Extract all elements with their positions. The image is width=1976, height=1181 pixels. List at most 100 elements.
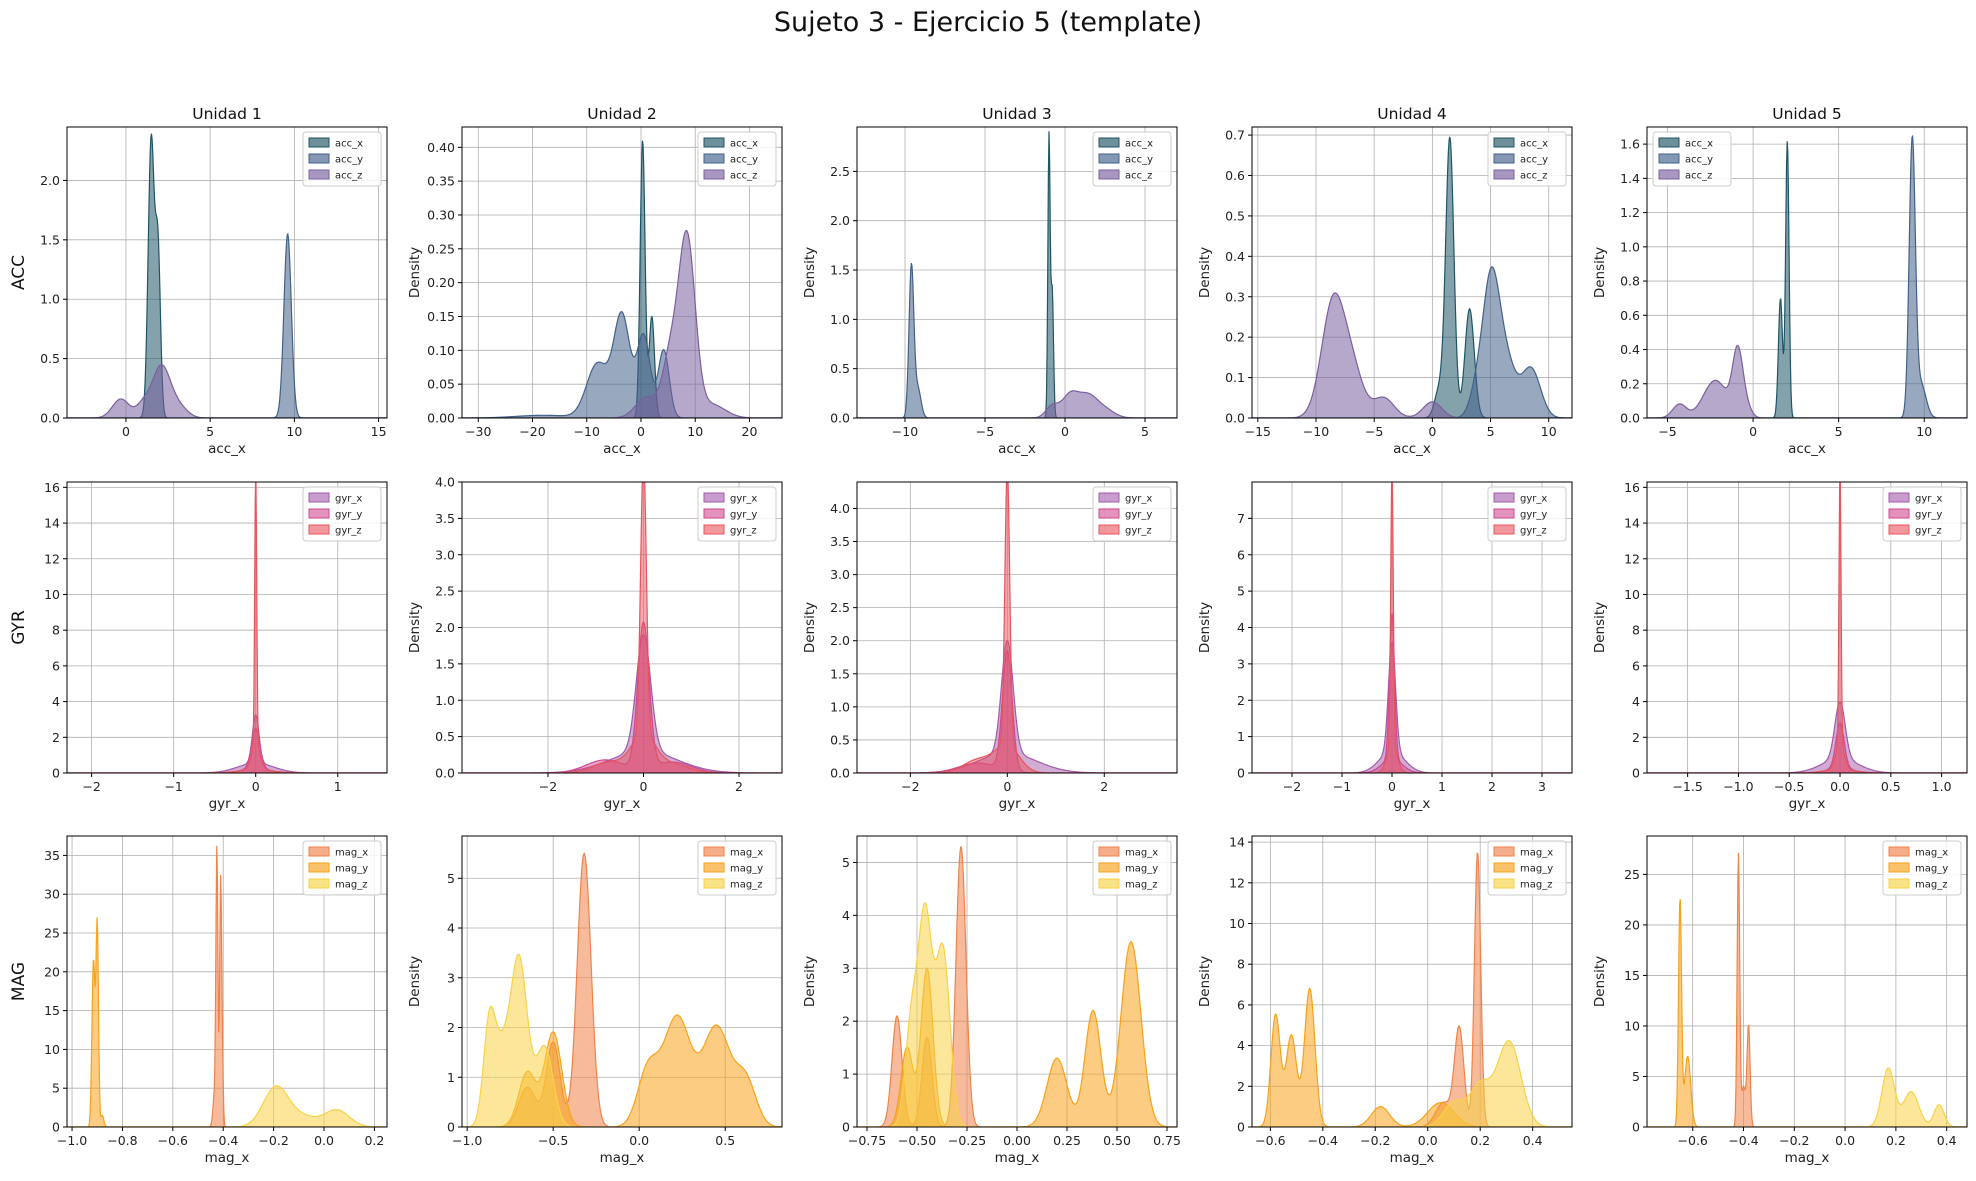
row-label-acc: ACC — [9, 255, 29, 290]
axes-frame — [1251, 126, 1573, 419]
x-tick-label: −0.4 — [1308, 1133, 1338, 1148]
x-ticks: −30 −20 −10 0 10 20 — [465, 418, 757, 439]
legend: gyr_x gyr_y gyr_z — [1092, 486, 1172, 542]
legend: gyr_x gyr_y gyr_z — [697, 486, 777, 542]
legend-label-gyr_z: gyr_z — [730, 526, 757, 537]
x-tick-label: −5 — [1658, 424, 1676, 439]
y-tick-label: 10 — [44, 1042, 60, 1057]
y-tick-label: 3.0 — [435, 547, 455, 562]
legend-label-mag_y: mag_y — [1520, 864, 1553, 875]
y-tick-label: 2 — [842, 1014, 850, 1029]
x-axis-label: gyr_x — [604, 796, 641, 812]
x-tick-label: −0.6 — [158, 1133, 188, 1148]
y-tick-label: 12 — [1229, 875, 1245, 890]
axes-frame — [856, 126, 1178, 419]
legend: acc_x acc_y acc_z — [1487, 131, 1567, 187]
legend-label-mag_x: mag_x — [1520, 848, 1553, 859]
x-tick-label: 0.4 — [1523, 1133, 1543, 1148]
x-tick-label: 2 — [1488, 779, 1496, 794]
legend-label-mag_x: mag_x — [1915, 848, 1948, 859]
y-tick-label: 0 — [52, 1120, 60, 1135]
y-tick-label: 3 — [1237, 656, 1245, 671]
y-tick-label: 2 — [1237, 693, 1245, 708]
legend-swatch-gyr_z — [308, 524, 330, 535]
x-tick-label: −0.25 — [948, 1133, 986, 1148]
density-area-acc_x — [67, 133, 387, 418]
y-tick-label: 4.0 — [830, 501, 850, 516]
y-tick-label: 12 — [1624, 551, 1640, 566]
y-tick-label: 14 — [1624, 516, 1640, 531]
x-tick-label: −5 — [976, 424, 994, 439]
axes-frame — [66, 126, 388, 419]
y-ticks: 0 5 10 15 20 25 — [1624, 867, 1647, 1135]
x-ticks: −2 0 2 — [539, 773, 743, 794]
y-axis-label: Density — [1197, 247, 1213, 298]
x-axis-label: acc_x — [208, 441, 246, 457]
legend-label-acc_z: acc_z — [730, 171, 757, 182]
x-tick-label: 0.0 — [1835, 1133, 1855, 1148]
x-tick-label: 2 — [1100, 779, 1108, 794]
x-tick-label: −1.0 — [1723, 779, 1753, 794]
x-tick-label: 20 — [742, 424, 758, 439]
x-tick-label: 3 — [1538, 779, 1546, 794]
panel-r0-c2: −10 −5 0 5 0.0 0.5 1.0 1.5 2.0 2.5 acc_x Density Uni… — [802, 105, 1178, 457]
y-ticks: 0 2 4 6 8 10 12 14 — [1229, 835, 1252, 1135]
legend-label-gyr_y: gyr_y — [1915, 510, 1942, 521]
legend-label-gyr_x: gyr_x — [1125, 494, 1152, 505]
x-tick-label: −1.0 — [57, 1133, 87, 1148]
x-tick-label: −0.2 — [1360, 1133, 1390, 1148]
x-tick-label: 0 — [1749, 424, 1757, 439]
y-tick-label: 2.0 — [830, 633, 850, 648]
legend-swatch-acc_x — [308, 137, 330, 148]
y-tick-label: 1 — [447, 1070, 455, 1085]
y-tick-label: 15 — [1624, 968, 1640, 983]
x-axis-label: acc_x — [1393, 441, 1431, 457]
y-tick-label: 0.4 — [1620, 342, 1640, 357]
legend-swatch-acc_z — [1493, 169, 1515, 180]
legend-label-gyr_z: gyr_z — [335, 526, 362, 537]
y-ticks: 0 1 2 3 4 5 6 7 — [1237, 511, 1252, 781]
density-areas — [67, 133, 387, 418]
y-tick-label: 2 — [1237, 1079, 1245, 1094]
x-tick-label: 0 — [1061, 424, 1069, 439]
y-tick-label: 5 — [1632, 1069, 1640, 1084]
y-tick-label: 1.6 — [1620, 137, 1640, 152]
y-ticks: 0.0 0.2 0.4 0.6 0.8 1.0 1.2 1.4 1.6 — [1620, 137, 1647, 426]
y-tick-label: 2.5 — [830, 164, 850, 179]
x-tick-label: −0.4 — [208, 1133, 238, 1148]
legend-swatch-acc_z — [703, 169, 725, 180]
density-area-mag_z — [462, 954, 782, 1127]
x-ticks: −5 0 5 10 — [1658, 418, 1932, 439]
axes-frame — [1646, 835, 1968, 1128]
legend-swatch-gyr_z — [703, 524, 725, 535]
y-tick-label: 7 — [1237, 511, 1245, 526]
x-tick-label: 0 — [637, 424, 645, 439]
legend-swatch-mag_x — [308, 846, 330, 857]
y-tick-label: 4.0 — [435, 475, 455, 490]
y-tick-label: 0.6 — [1620, 308, 1640, 323]
legend-swatch-mag_y — [1888, 862, 1910, 873]
x-tick-label: 0 — [1428, 424, 1436, 439]
legend: gyr_x gyr_y gyr_z — [1882, 486, 1962, 542]
x-tick-label: 2 — [735, 779, 743, 794]
density-areas — [462, 852, 782, 1127]
y-axis-label: Density — [802, 247, 818, 298]
panel-r2-c4: −0.6 −0.4 −0.2 0.0 0.2 0.4 0 5 10 15 20 25 mag_x Dens… — [1592, 835, 1968, 1166]
panel-title: Unidad 4 — [1377, 105, 1446, 123]
density-area-mag_z — [1252, 1040, 1572, 1127]
x-tick-label: −0.2 — [1779, 1133, 1809, 1148]
y-tick-label: 0.0 — [40, 411, 60, 426]
panel-r0-c1: −30 −20 −10 0 10 200.000.050.100.150.200.250.… — [407, 105, 783, 457]
y-tick-label: 4 — [1237, 1038, 1245, 1053]
legend-swatch-acc_y — [1098, 153, 1120, 164]
y-tick-label: 0.2 — [1225, 330, 1245, 345]
y-tick-label: 1 — [1237, 729, 1245, 744]
y-tick-label: 2.5 — [435, 584, 455, 599]
panel-title: Unidad 3 — [982, 105, 1051, 123]
y-axis-label: Density — [1197, 956, 1213, 1007]
axes-frame — [66, 481, 388, 774]
y-tick-label: 2.0 — [435, 620, 455, 635]
density-line-gyr_x — [1252, 640, 1572, 773]
y-tick-label: 0.20 — [427, 275, 455, 290]
